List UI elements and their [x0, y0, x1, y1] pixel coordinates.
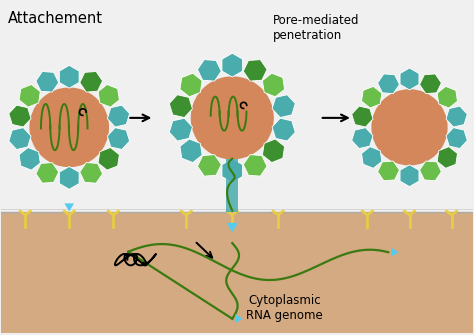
Polygon shape [9, 105, 31, 127]
Polygon shape [378, 74, 400, 93]
Polygon shape [362, 147, 382, 168]
Text: Cytoplasmic
RNA genome: Cytoplasmic RNA genome [246, 294, 323, 322]
Circle shape [372, 90, 447, 165]
Polygon shape [180, 73, 202, 97]
Polygon shape [272, 95, 295, 118]
Polygon shape [169, 118, 192, 141]
Polygon shape [64, 203, 74, 211]
Polygon shape [378, 161, 400, 181]
Polygon shape [19, 84, 40, 107]
Polygon shape [59, 166, 79, 189]
Polygon shape [108, 128, 129, 149]
Polygon shape [419, 74, 441, 93]
Polygon shape [222, 53, 243, 77]
Polygon shape [272, 118, 295, 141]
Polygon shape [235, 314, 243, 323]
Circle shape [30, 88, 109, 166]
Text: Pore-mediated
penetration: Pore-mediated penetration [273, 14, 359, 42]
Polygon shape [446, 106, 467, 127]
Polygon shape [19, 147, 40, 170]
Polygon shape [198, 155, 221, 176]
Polygon shape [98, 84, 119, 107]
Circle shape [191, 77, 273, 159]
Polygon shape [400, 68, 419, 90]
Polygon shape [59, 65, 79, 88]
Polygon shape [243, 60, 267, 81]
Polygon shape [180, 139, 202, 162]
Polygon shape [98, 147, 119, 170]
Polygon shape [263, 139, 284, 162]
Polygon shape [391, 248, 399, 257]
Polygon shape [108, 105, 129, 127]
Polygon shape [362, 86, 382, 108]
Polygon shape [36, 71, 59, 92]
Polygon shape [437, 86, 457, 108]
Polygon shape [198, 60, 221, 81]
Polygon shape [446, 128, 467, 148]
Polygon shape [437, 147, 457, 168]
Polygon shape [400, 165, 419, 187]
Polygon shape [352, 128, 373, 148]
Polygon shape [263, 73, 284, 97]
Polygon shape [80, 71, 102, 92]
Polygon shape [227, 223, 238, 232]
Polygon shape [169, 95, 192, 118]
Polygon shape [36, 162, 59, 183]
Polygon shape [243, 155, 267, 176]
Polygon shape [9, 128, 31, 149]
Polygon shape [419, 161, 441, 181]
Polygon shape [352, 106, 373, 127]
Polygon shape [222, 159, 243, 183]
Bar [226, 159, 238, 212]
Polygon shape [80, 162, 102, 183]
Text: Attachement: Attachement [8, 11, 103, 25]
Bar [0, 212, 474, 333]
